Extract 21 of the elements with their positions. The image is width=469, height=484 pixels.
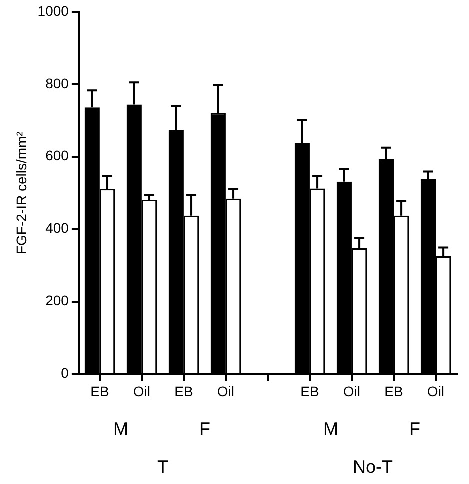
x-tick-label: EB (90, 383, 110, 400)
text: T (157, 456, 168, 477)
x-tick-label: EB (384, 383, 404, 400)
y-axis-title: FGF-2-IR cells/mm² (13, 131, 30, 255)
x-tick-label: Oil (427, 383, 445, 400)
text: M (113, 418, 128, 439)
text: F (409, 418, 420, 439)
text: F (199, 418, 210, 439)
y-tick-label: 400 (46, 220, 70, 236)
x-tick-label: EB (174, 383, 194, 400)
x-tick-label: Oil (217, 383, 235, 400)
text: M (323, 418, 338, 439)
x-tick-label: EB (300, 383, 320, 400)
y-tick-label: 200 (46, 292, 70, 309)
y-tick-label: 0 (61, 365, 70, 382)
text: No-T (352, 456, 393, 477)
x-tick-label: Oil (133, 383, 151, 400)
y-tick-label: 600 (46, 148, 70, 164)
y-tick-label: 800 (46, 75, 70, 92)
y-tick-label: 1000 (38, 2, 70, 19)
x-tick-label: Oil (343, 383, 361, 400)
